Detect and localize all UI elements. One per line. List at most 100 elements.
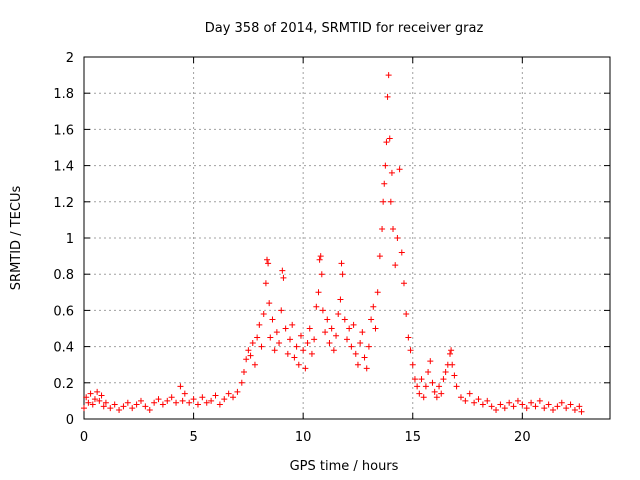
data-point <box>361 354 368 361</box>
data-point <box>102 399 109 406</box>
data-point <box>300 347 307 354</box>
data-point <box>374 289 381 296</box>
data-point <box>536 397 543 404</box>
data-point <box>350 321 357 328</box>
data-point <box>418 376 425 383</box>
data-point <box>265 260 272 267</box>
data-point <box>243 356 250 363</box>
plot-frame <box>83 56 611 420</box>
data-point <box>133 401 140 408</box>
data-point <box>394 235 401 241</box>
data-point <box>563 405 570 412</box>
data-point <box>407 347 414 354</box>
data-point <box>380 198 387 205</box>
data-point <box>357 339 364 346</box>
data-point <box>315 289 322 296</box>
data-point <box>194 401 201 408</box>
x-tick-label: 5 <box>189 430 197 445</box>
data-point <box>96 397 103 404</box>
data-point <box>578 408 585 415</box>
data-point <box>258 343 265 350</box>
data-point <box>488 403 495 410</box>
data-point <box>545 401 552 408</box>
data-point <box>414 383 421 390</box>
data-point <box>181 390 188 397</box>
data-point <box>339 271 346 278</box>
data-point <box>471 399 478 406</box>
data-point <box>392 262 399 269</box>
data-point <box>81 405 87 412</box>
data-point <box>190 396 197 403</box>
data-point <box>230 394 237 401</box>
y-tick-label: 1.8 <box>53 87 74 102</box>
data-point <box>479 401 486 408</box>
data-point <box>284 350 291 357</box>
data-point <box>436 383 443 390</box>
data-point <box>186 399 193 406</box>
data-point <box>462 397 469 404</box>
data-point <box>519 401 526 408</box>
x-tick-label: 15 <box>404 430 421 445</box>
data-point <box>295 361 302 368</box>
data-point <box>282 325 289 332</box>
data-point <box>326 339 333 346</box>
data-point <box>302 365 309 372</box>
data-point <box>256 321 263 328</box>
data-point <box>383 139 390 146</box>
data-point <box>129 405 136 412</box>
data-point <box>372 325 379 332</box>
data-point <box>266 300 273 307</box>
data-point <box>541 405 548 412</box>
data-point <box>319 307 326 314</box>
data-point <box>576 403 583 410</box>
data-point <box>409 361 416 368</box>
x-tick-label: 20 <box>514 430 531 445</box>
data-point <box>440 376 447 383</box>
data-point <box>346 325 353 332</box>
data-point <box>359 329 366 336</box>
data-point <box>155 396 162 403</box>
data-point <box>98 392 105 399</box>
data-point <box>159 401 166 408</box>
data-point <box>330 347 337 354</box>
data-point <box>278 307 285 314</box>
data-point <box>225 390 232 397</box>
data-point <box>528 399 535 406</box>
data-point <box>484 397 491 404</box>
data-point <box>337 296 344 303</box>
data-point <box>411 376 418 383</box>
data-point <box>293 343 300 350</box>
data-point <box>523 405 530 412</box>
y-tick-label: 1.2 <box>53 196 74 211</box>
x-tick-label: 0 <box>80 430 88 445</box>
data-point <box>567 401 574 408</box>
data-point <box>333 332 340 339</box>
chart-title: Day 358 of 2014, SRMTID for receiver gra… <box>205 21 484 36</box>
data-point <box>249 339 256 346</box>
data-point <box>273 329 280 336</box>
data-point <box>85 399 92 406</box>
data-point <box>168 394 175 401</box>
data-point <box>203 399 210 406</box>
data-point <box>365 343 372 350</box>
data-point <box>514 397 521 404</box>
data-point <box>466 390 473 397</box>
data-point <box>116 406 123 413</box>
y-tick-label: 0.8 <box>53 268 74 283</box>
data-point <box>497 401 504 408</box>
data-point <box>341 316 348 323</box>
data-point <box>448 347 455 354</box>
data-point <box>425 368 432 375</box>
data-point <box>100 403 107 410</box>
data-point <box>124 399 131 406</box>
y-tick-label: 0 <box>66 413 74 428</box>
data-point <box>550 406 557 413</box>
data-point <box>493 406 500 413</box>
data-point <box>403 311 410 318</box>
data-point <box>352 350 359 357</box>
y-tick-label: 1 <box>66 232 74 247</box>
y-tick-label: 1.6 <box>53 123 74 138</box>
data-point <box>429 379 436 386</box>
data-point <box>558 399 565 406</box>
data-point <box>317 253 324 260</box>
